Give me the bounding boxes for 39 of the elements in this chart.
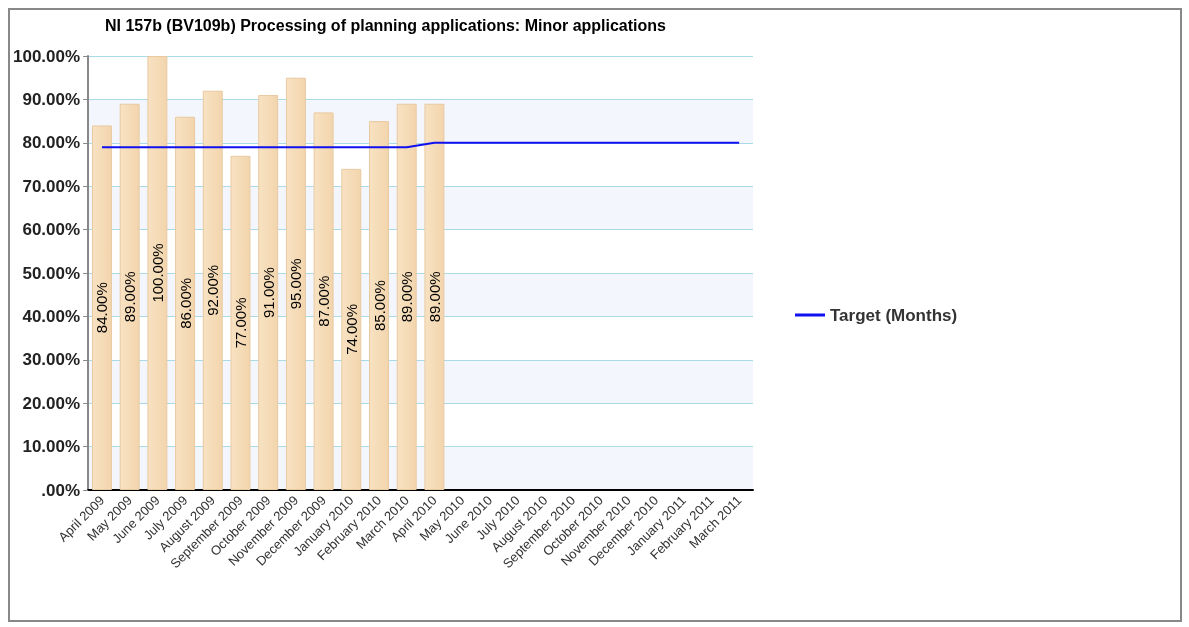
bar	[230, 155, 251, 490]
data-label: 89.00%	[121, 271, 139, 323]
bar	[341, 168, 362, 490]
bar	[147, 56, 168, 490]
data-label: 74.00%	[342, 303, 360, 355]
y-tick-label: 50.00%	[22, 263, 81, 283]
data-label: 86.00%	[176, 277, 194, 329]
y-tick-label: 90.00%	[22, 89, 81, 109]
y-tick-label: 30.00%	[22, 350, 81, 370]
data-label: 95.00%	[287, 258, 305, 310]
y-tick-label: 100.00%	[12, 46, 81, 66]
data-label: 87.00%	[315, 275, 333, 327]
data-label: 100.00%	[148, 243, 166, 303]
y-tick-label: .00%	[41, 480, 81, 500]
y-tick-label: 70.00%	[22, 176, 81, 196]
data-label: 92.00%	[204, 264, 222, 316]
data-label: 91.00%	[259, 267, 277, 318]
data-label: 84.00%	[93, 282, 111, 334]
chart-title: NI 157b (BV109b) Processing of planning applications: Minor applications	[105, 16, 667, 34]
data-label: 89.00%	[425, 271, 443, 323]
bar	[396, 103, 417, 490]
bar	[285, 77, 306, 490]
bar	[202, 90, 223, 490]
data-label: 85.00%	[370, 280, 388, 331]
legend-label: Target (Months)	[830, 305, 958, 325]
bar	[175, 116, 196, 490]
y-tick-label: 60.00%	[22, 220, 81, 240]
bar	[258, 95, 279, 490]
bar	[91, 125, 112, 490]
y-tick-label: 40.00%	[22, 306, 81, 326]
data-label: 77.00%	[231, 297, 249, 349]
bar	[119, 103, 140, 490]
bar	[369, 121, 389, 490]
bar	[424, 103, 445, 490]
y-tick-label: 80.00%	[22, 133, 81, 153]
data-label: 89.00%	[398, 271, 416, 323]
y-tick-label: 20.00%	[22, 393, 81, 413]
bar	[313, 112, 334, 490]
y-tick-label: 10.00%	[22, 437, 81, 457]
